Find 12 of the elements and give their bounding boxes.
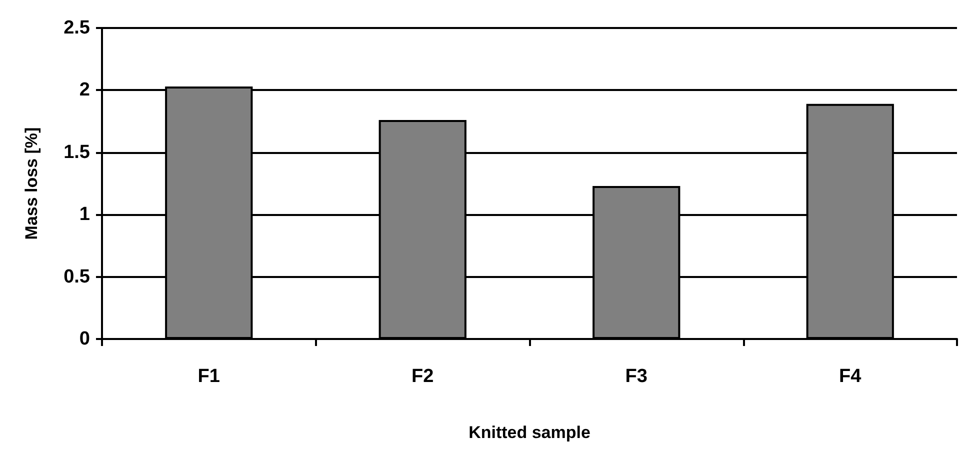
- y-axis-title: Mass loss [%]: [22, 127, 41, 240]
- x-tick-label: F3: [625, 366, 648, 387]
- y-tick-label: 2: [79, 80, 90, 101]
- y-tick-label: 1: [79, 204, 90, 226]
- y-tick-label: 0.5: [64, 266, 90, 288]
- x-axis-title: Knitted sample: [468, 423, 590, 442]
- y-tick-label: 1.5: [64, 142, 90, 163]
- x-tick-label: F4: [839, 366, 862, 387]
- y-tick-label: 2.5: [64, 18, 90, 38]
- x-tick-label: F2: [412, 366, 434, 387]
- y-tick-label: 0: [79, 328, 90, 350]
- x-tick-label: F1: [198, 366, 220, 387]
